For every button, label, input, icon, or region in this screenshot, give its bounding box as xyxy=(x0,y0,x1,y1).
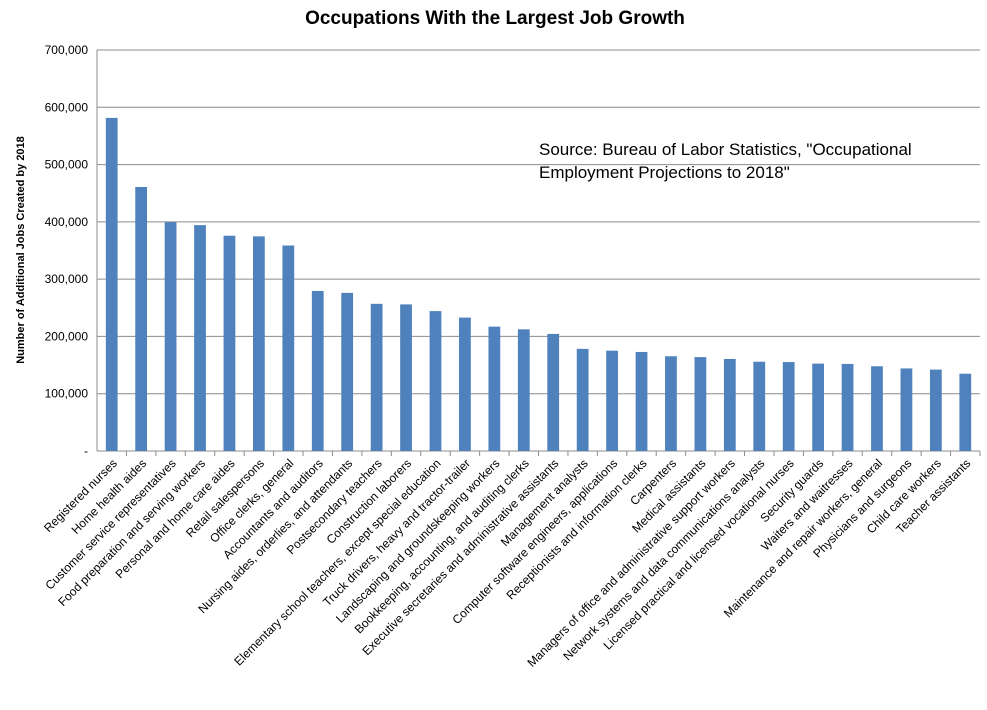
source-annotation-line: Source: Bureau of Labor Statistics, "Occ… xyxy=(539,140,912,159)
bar xyxy=(400,304,412,451)
gridlines xyxy=(96,49,981,456)
bars xyxy=(105,117,972,451)
bar xyxy=(135,186,148,451)
bar xyxy=(606,350,618,451)
bar xyxy=(311,290,324,451)
bar xyxy=(871,366,883,451)
bar xyxy=(164,222,177,451)
bar xyxy=(929,369,942,451)
bar xyxy=(341,292,354,451)
bar xyxy=(252,236,265,451)
y-tick-label: 700,000 xyxy=(45,43,89,57)
bar xyxy=(370,303,383,451)
bar xyxy=(488,326,501,451)
y-tick-label: 200,000 xyxy=(45,329,89,343)
y-tick-label: 500,000 xyxy=(45,158,89,172)
bar xyxy=(782,362,795,451)
bar xyxy=(194,225,206,451)
bar xyxy=(635,351,648,451)
y-axis-label: Number of Additional Jobs Created by 201… xyxy=(15,136,27,364)
bar xyxy=(459,317,471,451)
source-annotation-line: Employment Projections to 2018" xyxy=(539,163,790,182)
bar xyxy=(105,117,118,451)
bar xyxy=(429,311,442,451)
y-tick-label: 300,000 xyxy=(45,272,89,286)
bar xyxy=(547,333,560,451)
y-tick-label: 100,000 xyxy=(45,387,89,401)
y-tick-label: 600,000 xyxy=(45,100,89,114)
y-tick-label: - xyxy=(84,444,88,458)
bar xyxy=(841,363,854,451)
bar xyxy=(223,235,236,451)
bar xyxy=(812,363,825,451)
bar xyxy=(723,358,736,451)
y-axis-ticks: - 100,000 200,000 300,000 400,000 500,000 600,… xyxy=(45,43,89,458)
bar xyxy=(517,329,530,451)
bar xyxy=(665,356,677,451)
bar xyxy=(282,245,295,451)
bar xyxy=(694,357,707,451)
bar xyxy=(753,361,766,451)
bar xyxy=(959,373,972,451)
bar xyxy=(576,348,589,451)
chart-title: Occupations With the Largest Job Growth xyxy=(305,8,685,29)
bar xyxy=(900,368,913,451)
source-annotation: Source: Bureau of Labor Statistics, "Occ… xyxy=(539,140,912,182)
y-tick-label: 400,000 xyxy=(45,215,89,229)
